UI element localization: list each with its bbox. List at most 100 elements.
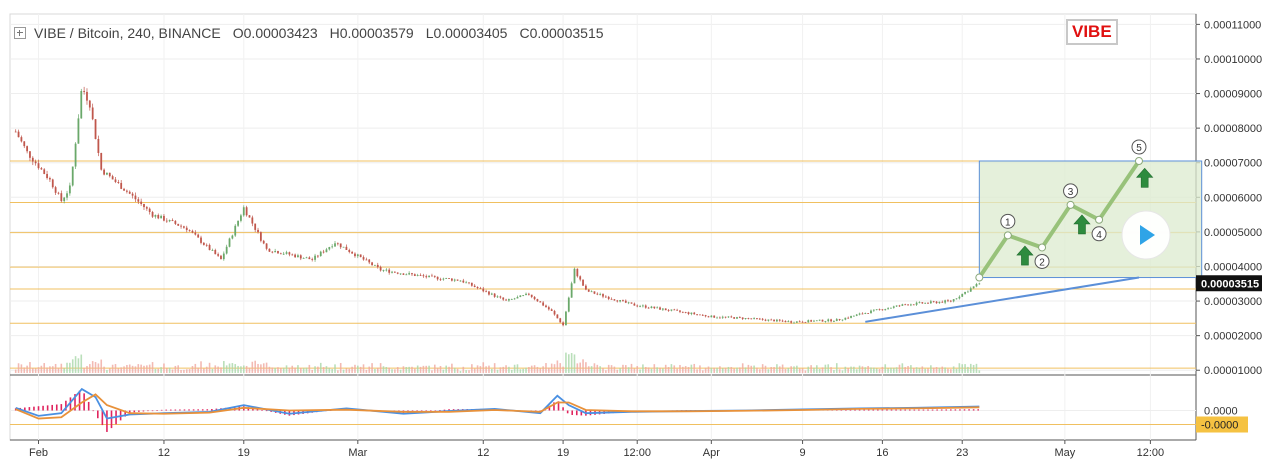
volume-bar [662,368,664,373]
volume-bar [157,368,160,373]
volume-bar [610,365,613,373]
candle-body [462,280,465,283]
volume-bar [374,368,376,373]
candle-body [208,244,211,251]
candle-body [134,195,137,200]
candle-body [408,273,411,275]
volume-bar [271,367,274,373]
volume-bar [171,369,174,373]
candle-body [927,302,929,304]
candle-body [40,168,43,170]
candle-body [718,317,721,319]
volume-bar [262,363,265,373]
candle-body [567,297,570,312]
candle-body [921,302,924,304]
volume-bar [288,367,291,373]
candle-body [453,279,456,281]
volume-bar [245,365,248,373]
candle-body [148,208,151,212]
volume-bar [599,366,601,373]
play-button[interactable] [1121,210,1171,260]
volume-bar [217,366,219,373]
volume-bar [807,366,810,373]
candle-body [456,279,459,281]
expand-icon[interactable] [14,27,26,39]
candle-body [978,283,981,285]
volume-bar [299,368,302,373]
histogram-bar [908,409,911,411]
candle-body [103,169,105,175]
candle-body [91,107,94,120]
volume-bar [659,367,661,373]
price-tick-label: 0.00010000 [1204,54,1262,66]
candle-body [151,211,154,217]
candle-body [29,151,31,158]
volume-bar [656,367,658,373]
candle-body [17,131,20,138]
candle-body [770,319,773,321]
candle-body [217,254,220,256]
candle-body [43,169,46,174]
candle-body [721,316,724,318]
candle-body [171,220,174,221]
candle-body [630,302,633,304]
projection-node[interactable] [1095,215,1104,224]
candle-body [100,152,103,170]
candle-body [265,243,268,249]
volume-bar [855,369,858,373]
projection-path[interactable] [977,159,1141,279]
volume-bar [516,364,519,373]
volume-bar [166,368,168,373]
volume-bar [642,364,644,373]
candle-body [339,243,342,248]
volume-bar [342,369,345,373]
histogram-bar [945,409,948,411]
trend-line[interactable] [865,276,1140,323]
projection-node[interactable] [1066,200,1075,209]
candle-body [861,313,864,315]
candle-body [86,91,88,101]
volume-bar [721,368,724,373]
projection-node[interactable] [975,273,984,282]
volume-bar [753,365,755,373]
volume-bar [533,365,536,373]
volume-bar [915,367,918,373]
histogram-bar [904,409,907,411]
volume-bar [567,354,570,373]
candle-body [593,291,596,294]
volume-bar [408,366,410,373]
projection-node[interactable] [1003,231,1012,240]
volume-bar [379,363,382,373]
volume-bar [414,368,416,373]
volume-bar [867,365,869,373]
histogram-bar [138,410,140,412]
volume-bar [756,367,758,373]
histogram-bar [858,409,861,411]
candle-body [37,163,40,169]
volume-bar [844,366,847,373]
volume-bar [479,366,482,373]
projection-node[interactable] [1134,156,1143,165]
volume-bar [491,368,493,373]
volume-bar [191,365,194,373]
candle-body [867,313,870,314]
volume-bar [345,368,348,373]
candle-body [49,178,51,180]
candle-body [191,230,194,233]
volume-bar [428,365,430,373]
volume-bar [337,370,339,373]
candle-body [713,315,716,318]
candle-body [761,318,764,320]
candle-body [798,321,801,323]
candle-body [145,207,148,209]
volume-bar [499,367,502,373]
candle-body [108,172,111,177]
volume-bar [405,367,408,373]
volume-bar [750,365,753,373]
ohlc-close: C0.00003515 [519,25,604,41]
candle-body [947,300,949,302]
candle-body [961,293,964,297]
projection-node[interactable] [1038,243,1047,252]
